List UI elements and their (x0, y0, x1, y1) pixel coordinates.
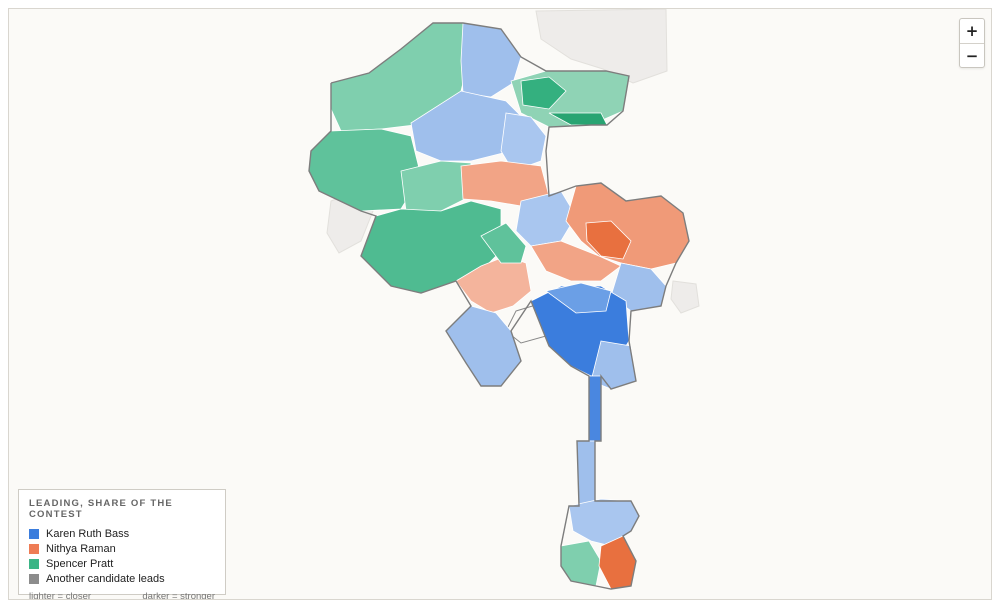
westside-green-strip (480, 222, 527, 264)
zoom-out-button[interactable]: − (960, 43, 984, 67)
valley-east-blue (500, 112, 547, 172)
zoom-control: + − (959, 18, 985, 68)
harbor-green (560, 540, 602, 587)
legend-label-bass: Karen Ruth Bass (46, 527, 130, 540)
region-south (530, 282, 637, 507)
legend-label-other: Another candidate leads (46, 572, 165, 585)
harbor-strip (576, 440, 596, 507)
gray-area-east (670, 280, 700, 314)
legend-swatch-bass (29, 528, 39, 539)
legend-item-pratt: Spencer Pratt (29, 556, 215, 571)
region-valley (308, 22, 630, 212)
central-orange (530, 240, 622, 282)
zoom-in-button[interactable]: + (965, 22, 979, 40)
legend-swatch-other (29, 573, 39, 584)
valley-central-green (400, 160, 472, 212)
harbor-orange (598, 535, 637, 590)
map-canvas[interactable] (9, 9, 992, 600)
city-outline (308, 22, 690, 590)
region-central-east (515, 182, 690, 312)
legend-footer: lighter = closer darker = stronger (29, 591, 215, 600)
south-strip (588, 375, 602, 442)
legend-note-lighter: lighter = closer (29, 591, 92, 600)
valley-dark-green (520, 76, 567, 110)
legend-note-darker: darker = stronger (142, 591, 215, 600)
map-legend: LEADING, SHARE OF THE CONTEST Karen Ruth… (18, 489, 226, 599)
legend-item-other: Another candidate leads (29, 571, 215, 586)
region-west (360, 200, 532, 387)
legend-label-raman: Nithya Raman (46, 542, 116, 555)
region-harbor (560, 498, 640, 590)
map-container[interactable]: + − LEADING, SHARE OF THE CONTEST Karen … (8, 8, 992, 600)
legend-swatch-raman (29, 543, 39, 554)
south-mid-blue (545, 282, 612, 314)
legend-title: LEADING, SHARE OF THE CONTEST (29, 498, 173, 520)
legend-item-raman: Nithya Raman (29, 541, 215, 556)
legend-item-bass: Karen Ruth Bass (29, 526, 215, 541)
valley-north-blue (460, 22, 522, 98)
east-orange-dark (585, 220, 632, 260)
westside-mix (455, 255, 532, 314)
legend-swatch-pratt (29, 558, 39, 569)
legend-label-pratt: Spencer Pratt (46, 557, 114, 570)
